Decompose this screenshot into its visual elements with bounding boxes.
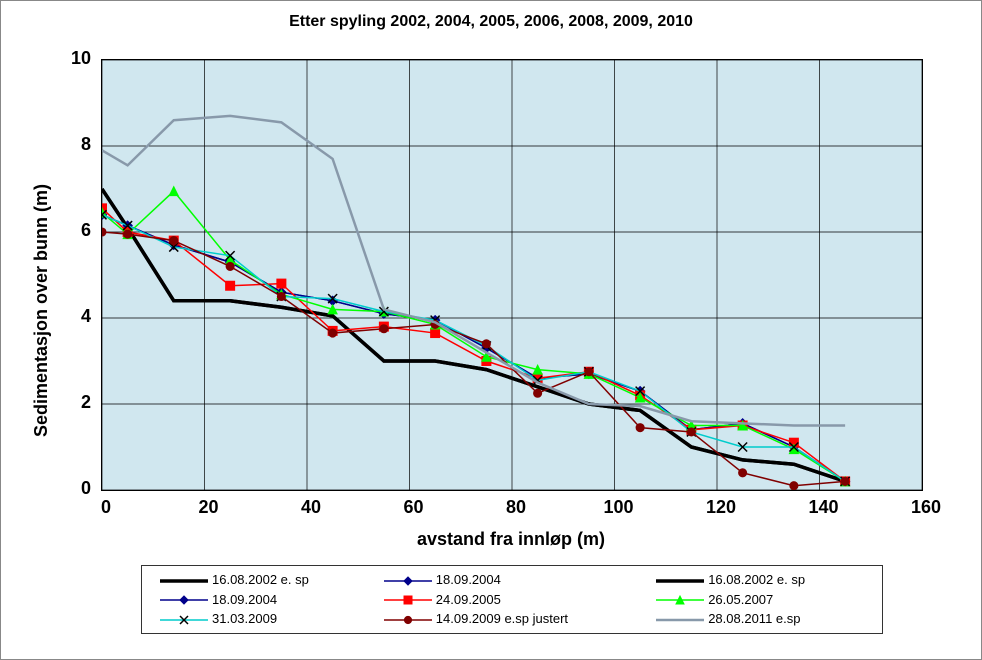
legend-label: 24.09.2005	[436, 592, 501, 607]
x-axis-label: avstand fra innløp (m)	[101, 529, 921, 550]
legend-label: 18.09.2004	[436, 572, 501, 587]
legend-item: 16.08.2002 e. sp	[648, 570, 872, 590]
legend: 16.08.2002 e. sp 18.09.2004 16.08.2002 e. …	[141, 565, 883, 634]
legend-label: 26.05.2007	[708, 592, 773, 607]
x-tick-label: 60	[394, 497, 434, 518]
legend-item: 31.03.2009	[152, 609, 376, 629]
x-tick-label: 120	[701, 497, 741, 518]
legend-item: 26.05.2007	[648, 590, 872, 610]
legend-item: 28.08.2011 e.sp	[648, 609, 872, 629]
x-tick-label: 0	[86, 497, 126, 518]
legend-label: 31.03.2009	[212, 611, 277, 626]
y-tick-label: 8	[61, 134, 91, 155]
legend-item: 18.09.2004	[376, 570, 648, 590]
x-tick-label: 80	[496, 497, 536, 518]
legend-item: 16.08.2002 e. sp	[152, 570, 376, 590]
legend-label: 18.09.2004	[212, 592, 277, 607]
y-tick-label: 2	[61, 392, 91, 413]
x-tick-label: 140	[804, 497, 844, 518]
y-tick-label: 10	[61, 48, 91, 69]
legend-label: 14.09.2009 e.sp justert	[436, 611, 568, 626]
y-tick-label: 4	[61, 306, 91, 327]
y-tick-label: 0	[61, 478, 91, 499]
y-axis-label: Sedimentasjon over bunn (m)	[31, 184, 52, 437]
legend-item: 24.09.2005	[376, 590, 648, 610]
x-tick-label: 20	[189, 497, 229, 518]
plot-svg	[102, 60, 922, 490]
x-tick-label: 40	[291, 497, 331, 518]
chart-title: Etter spyling 2002, 2004, 2005, 2006, 20…	[1, 13, 981, 31]
x-tick-label: 100	[599, 497, 639, 518]
plot-area	[101, 59, 923, 491]
x-tick-label: 160	[906, 497, 946, 518]
legend-label: 28.08.2011 e.sp	[708, 611, 800, 626]
y-tick-label: 6	[61, 220, 91, 241]
legend-item: 18.09.2004	[152, 590, 376, 610]
legend-label: 16.08.2002 e. sp	[708, 572, 805, 587]
legend-label: 16.08.2002 e. sp	[212, 572, 309, 587]
chart-container: Etter spyling 2002, 2004, 2005, 2006, 20…	[0, 0, 982, 660]
legend-item: 14.09.2009 e.sp justert	[376, 609, 648, 629]
